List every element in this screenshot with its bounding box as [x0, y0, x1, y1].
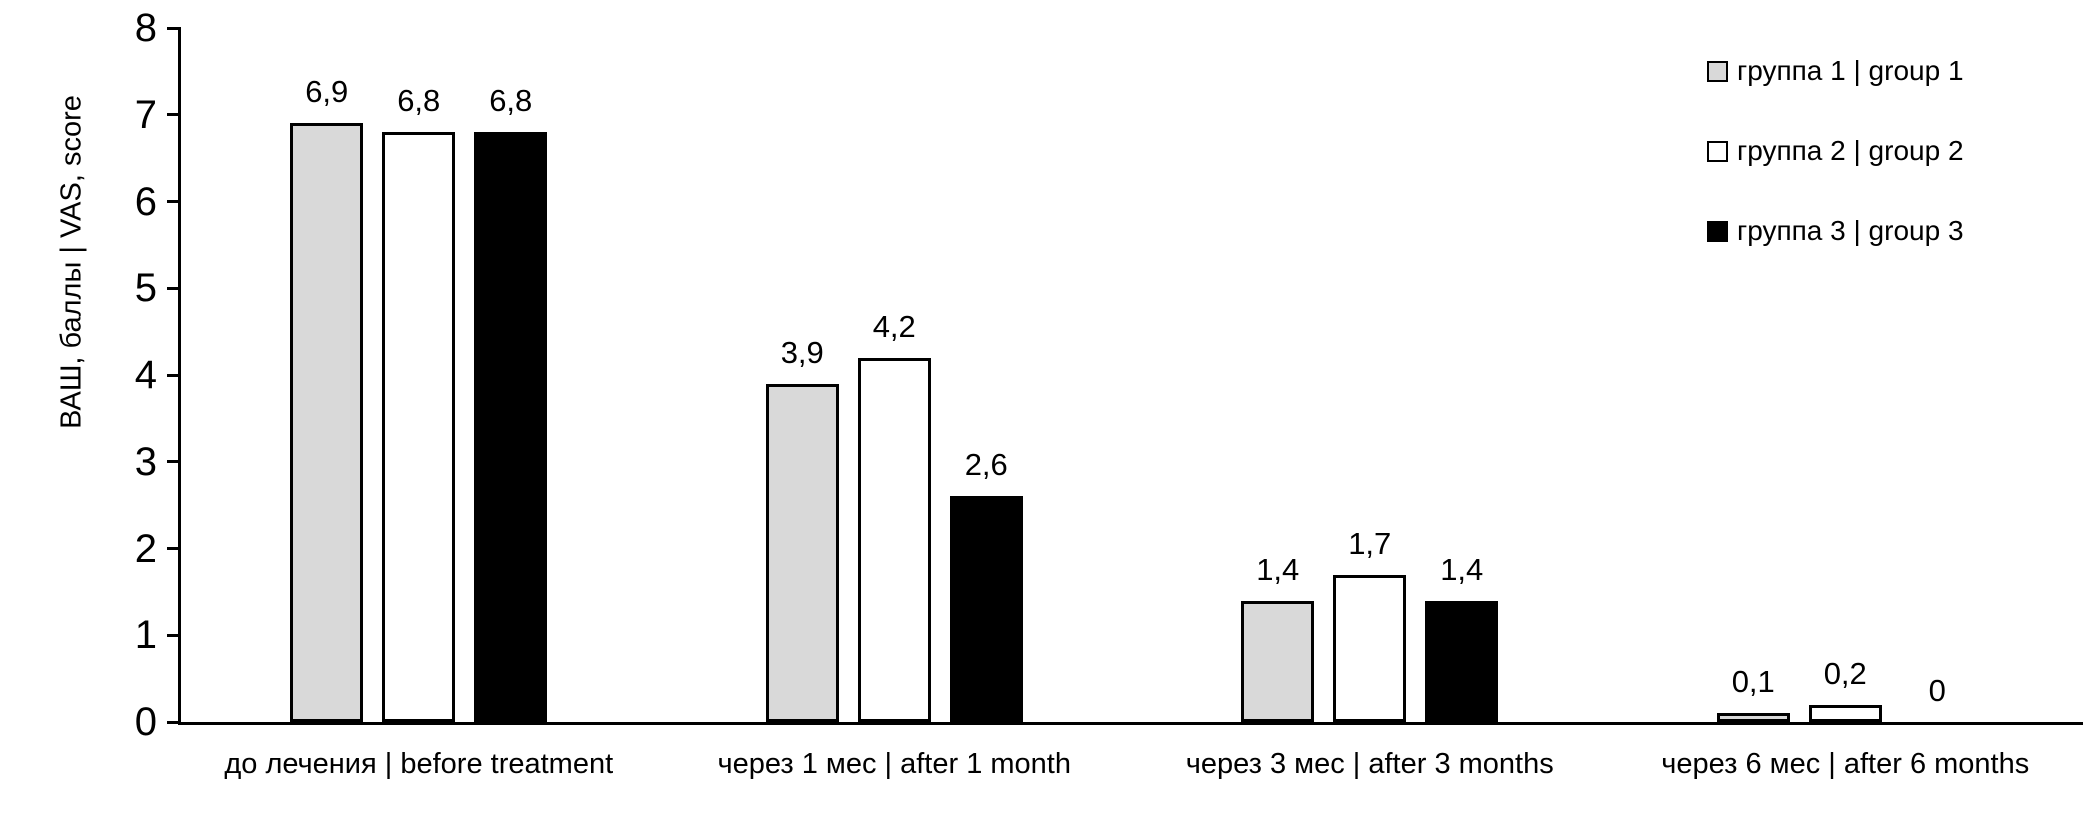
category-slot: 0,1 0,2 0 — [1608, 28, 2084, 722]
bar-value-label: 0,1 — [1731, 664, 1775, 700]
bar-slot: 1,4 — [1241, 28, 1315, 722]
y-tick-mark — [167, 200, 181, 203]
bar-slot: 0,2 — [1808, 28, 1882, 722]
bar-slot: 1,7 — [1333, 28, 1407, 722]
bar-value-label: 3,9 — [780, 334, 824, 370]
bar-series-1 — [1716, 713, 1790, 722]
x-category-label: через 6 мес | after 6 months — [1661, 748, 2030, 780]
y-tick-label: 6 — [134, 179, 157, 224]
bar-slot: 6,8 — [474, 28, 548, 722]
legend-label: группа 3 | group 3 — [1737, 215, 1964, 246]
y-tick-label: 3 — [134, 439, 157, 484]
bar-value-label: 6,8 — [397, 83, 441, 119]
plot-area: 0 1 2 3 4 5 6 7 8 6,9 6,8 6,8 3,9 4,2 2,6 1,4 1,7 1,4 0,1… — [135, 8, 2083, 780]
bar-series-1 — [290, 123, 364, 722]
bar-value-label: 6,8 — [489, 83, 533, 119]
legend-swatch-icon — [1707, 140, 1728, 162]
y-tick-mark — [167, 26, 181, 30]
bar-series-2 — [1808, 704, 1882, 722]
bar-value-label: 1,4 — [1256, 551, 1300, 587]
bar-slot: 1,4 — [1425, 28, 1499, 722]
bar-series-2 — [382, 132, 456, 722]
bar-value-label: 1,7 — [1348, 525, 1392, 561]
bar-slot: 0 — [1901, 28, 1974, 722]
legend-item-3: группа 3 | group 3 — [1707, 215, 1964, 247]
bar-value-label: 6,9 — [305, 74, 349, 110]
y-axis-title: ВАШ, баллы | VAS, score — [55, 95, 88, 429]
bar-slot: 6,9 — [290, 28, 364, 722]
x-category-label: до лечения | before treatment — [224, 748, 614, 780]
legend-item-1: группа 1 | group 1 — [1707, 55, 1964, 87]
y-tick-label: 4 — [134, 353, 157, 397]
bar-slot: 2,6 — [949, 28, 1023, 722]
y-tick-mark — [167, 460, 181, 464]
bar-value-label: 0,2 — [1823, 655, 1867, 691]
bar-series-2 — [1333, 574, 1407, 722]
legend: группа 1 | group 1 группа 2 | group 2 груп… — [1707, 55, 1964, 247]
bar-value-label: 0 — [1928, 673, 1946, 708]
y-tick-label: 1 — [134, 613, 157, 658]
y-tick-mark — [167, 286, 181, 290]
bar-series-2 — [857, 357, 931, 722]
legend-item-2: группа 2 | group 2 — [1707, 135, 1964, 167]
x-axis-labels: до лечения | before treatment через 1 мес… — [181, 748, 2083, 781]
bar-series-1 — [765, 383, 839, 722]
y-tick-label: 2 — [134, 526, 157, 571]
bar-slot: 0,1 — [1716, 28, 1790, 722]
x-category-label: через 1 мес | after 1 month — [717, 748, 1071, 780]
category-slot: 3,9 4,2 2,6 — [657, 28, 1133, 722]
bar-value-label: 1,4 — [1440, 551, 1484, 587]
x-category-label: через 3 мес | after 3 months — [1185, 748, 1554, 780]
legend-swatch-icon — [1707, 220, 1728, 242]
bars-area: 6,9 6,8 6,8 3,9 4,2 2,6 1,4 1,7 1,4 0,1 0,2 0 — [181, 28, 2083, 722]
bar-slot: 3,9 — [765, 28, 839, 722]
y-tick-mark — [167, 113, 181, 117]
y-tick-label: 8 — [134, 6, 157, 50]
y-tick-mark — [167, 720, 181, 724]
bar-value-label: 2,6 — [964, 447, 1008, 483]
bar-series-3 — [1425, 600, 1499, 722]
y-tick-label: 7 — [134, 92, 157, 137]
category-slot: 1,4 1,7 1,4 — [1132, 28, 1608, 722]
y-tick-label: 0 — [134, 700, 157, 744]
y-tick-label: 5 — [134, 266, 157, 311]
category-slot: 6,9 6,8 6,8 — [181, 28, 657, 722]
bar-series-1 — [1241, 600, 1315, 722]
legend-label: группа 1 | group 1 — [1737, 55, 1964, 86]
y-tick-mark — [167, 547, 181, 550]
bar-value-label: 4,2 — [872, 308, 916, 344]
bar-series-3 — [474, 132, 548, 722]
y-tick-mark — [167, 373, 181, 377]
y-tick-mark — [167, 633, 181, 637]
bar-slot: 6,8 — [382, 28, 456, 722]
bar-series-3 — [949, 496, 1023, 722]
bar-slot: 4,2 — [857, 28, 931, 722]
legend-swatch-icon — [1707, 60, 1728, 82]
legend-label: группа 2 | group 2 — [1737, 135, 1964, 166]
